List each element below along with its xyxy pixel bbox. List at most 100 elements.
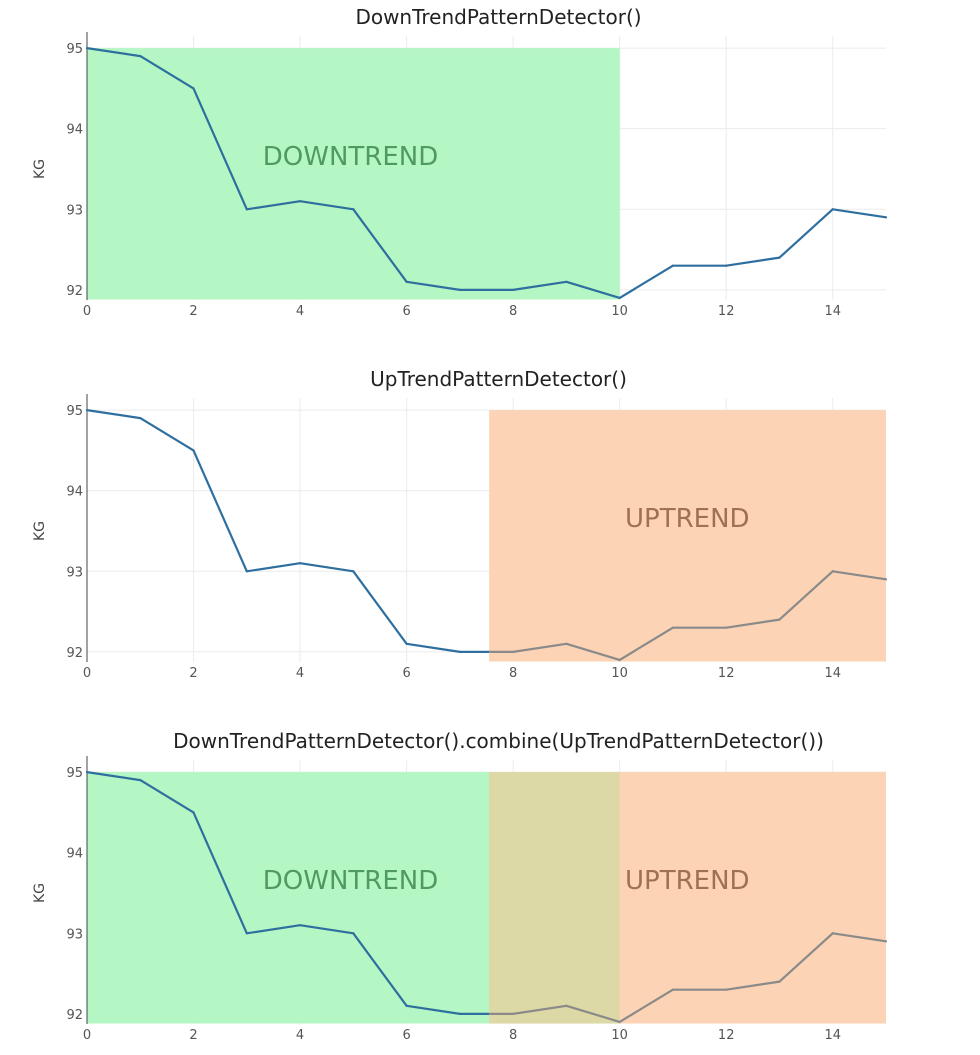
x-tick-label: 12 bbox=[718, 666, 735, 681]
y-tick-label: 92 bbox=[66, 284, 83, 299]
data-point bbox=[778, 980, 781, 983]
data-point bbox=[405, 1004, 408, 1007]
x-tick-label: 2 bbox=[189, 666, 197, 681]
x-tick-label: 6 bbox=[402, 304, 410, 319]
data-point bbox=[831, 932, 834, 935]
data-point bbox=[85, 770, 89, 774]
data-point bbox=[245, 570, 248, 573]
data-point bbox=[884, 578, 888, 581]
uptrend-label: UPTREND bbox=[625, 866, 750, 896]
data-point bbox=[565, 280, 568, 283]
data-point bbox=[671, 264, 675, 267]
x-tick-label: 2 bbox=[189, 1028, 197, 1043]
y-tick-label: 94 bbox=[66, 123, 83, 138]
series-line bbox=[86, 409, 490, 653]
x-tick-label: 14 bbox=[824, 304, 841, 319]
x-tick-label: 10 bbox=[611, 304, 628, 319]
y-tick-label: 94 bbox=[66, 847, 83, 862]
y-tick-label: 92 bbox=[66, 646, 83, 661]
y-tick-label: 93 bbox=[66, 203, 83, 218]
data-point bbox=[352, 932, 355, 935]
x-tick-label: 8 bbox=[509, 666, 517, 681]
y-tick-label: 94 bbox=[66, 485, 83, 500]
x-tick-label: 2 bbox=[189, 304, 197, 319]
data-point bbox=[245, 208, 248, 211]
chart-title: DownTrendPatternDetector() bbox=[355, 5, 641, 29]
data-point bbox=[725, 626, 728, 629]
y-tick-label: 93 bbox=[66, 565, 83, 580]
x-tick-label: 8 bbox=[509, 1028, 517, 1043]
data-point bbox=[618, 1020, 621, 1024]
data-point bbox=[139, 55, 142, 58]
data-point bbox=[458, 650, 461, 653]
data-point bbox=[778, 256, 781, 259]
data-point bbox=[458, 288, 461, 291]
chart-downtrend: DownTrendPatternDetector() 0 2 4 6 8 10 12 14 92 9… bbox=[32, 5, 888, 319]
y-tick-label: 95 bbox=[66, 766, 83, 781]
series-line bbox=[86, 47, 887, 299]
data-point bbox=[352, 570, 355, 573]
x-tick-label: 10 bbox=[611, 1028, 628, 1043]
y-tick-label: 93 bbox=[66, 927, 83, 942]
x-tick-label: 4 bbox=[296, 666, 304, 681]
chart-combined: DownTrendPatternDetector().combine(UpTre… bbox=[32, 729, 888, 1043]
data-point bbox=[512, 288, 515, 291]
x-tick-label: 12 bbox=[718, 1028, 735, 1043]
downtrend-label: DOWNTREND bbox=[263, 142, 439, 172]
data-point bbox=[778, 618, 781, 621]
data-point bbox=[85, 46, 89, 50]
data-point bbox=[192, 449, 195, 452]
downtrend-region bbox=[87, 48, 620, 300]
data-point bbox=[565, 642, 568, 645]
data-point bbox=[139, 779, 142, 782]
x-tick-label: 14 bbox=[824, 666, 841, 681]
chart-title: UpTrendPatternDetector() bbox=[370, 367, 627, 391]
data-point bbox=[512, 1012, 515, 1015]
data-point bbox=[618, 296, 621, 300]
data-point bbox=[85, 408, 89, 412]
data-point bbox=[831, 570, 834, 573]
data-point bbox=[725, 988, 728, 991]
x-tick-label: 0 bbox=[83, 666, 91, 681]
data-point bbox=[831, 208, 834, 211]
x-tick-label: 8 bbox=[509, 304, 517, 319]
x-tick-label: 14 bbox=[824, 1028, 841, 1043]
y-axis-label: KG bbox=[32, 521, 48, 541]
data-point bbox=[298, 200, 302, 203]
chart-title: DownTrendPatternDetector().combine(UpTre… bbox=[173, 729, 824, 753]
y-axis-label: KG bbox=[32, 883, 48, 903]
y-axis-label: KG bbox=[32, 159, 48, 179]
y-tick-label: 92 bbox=[66, 1008, 83, 1023]
data-point bbox=[352, 208, 355, 211]
data-point bbox=[405, 642, 408, 645]
x-tick-label: 0 bbox=[83, 304, 91, 319]
y-tick-label: 95 bbox=[66, 42, 83, 57]
downtrend-label: DOWNTREND bbox=[263, 866, 439, 896]
overlap-region bbox=[489, 772, 620, 1024]
data-point bbox=[671, 988, 675, 991]
x-tick-label: 4 bbox=[296, 304, 304, 319]
data-point bbox=[405, 280, 408, 283]
x-tick-label: 6 bbox=[402, 666, 410, 681]
uptrend-label: UPTREND bbox=[625, 504, 750, 534]
x-tick-label: 4 bbox=[296, 1028, 304, 1043]
x-tick-label: 0 bbox=[83, 1028, 91, 1043]
uptrend-region bbox=[489, 410, 886, 662]
data-point bbox=[565, 1004, 568, 1007]
data-point bbox=[884, 940, 888, 943]
data-point bbox=[192, 811, 195, 814]
data-point bbox=[245, 932, 248, 935]
data-point bbox=[298, 924, 302, 927]
data-point bbox=[725, 264, 728, 267]
chart-uptrend: UpTrendPatternDetector() 0 2 4 6 8 10 12 14 92 93 9… bbox=[32, 367, 888, 681]
x-tick-label: 10 bbox=[611, 666, 628, 681]
data-point bbox=[192, 87, 195, 90]
x-tick-label: 12 bbox=[718, 304, 735, 319]
data-point bbox=[298, 562, 302, 565]
data-point bbox=[139, 417, 142, 420]
data-point bbox=[671, 626, 675, 629]
y-tick-label: 95 bbox=[66, 404, 83, 419]
data-point bbox=[884, 216, 888, 219]
data-point bbox=[512, 650, 515, 653]
